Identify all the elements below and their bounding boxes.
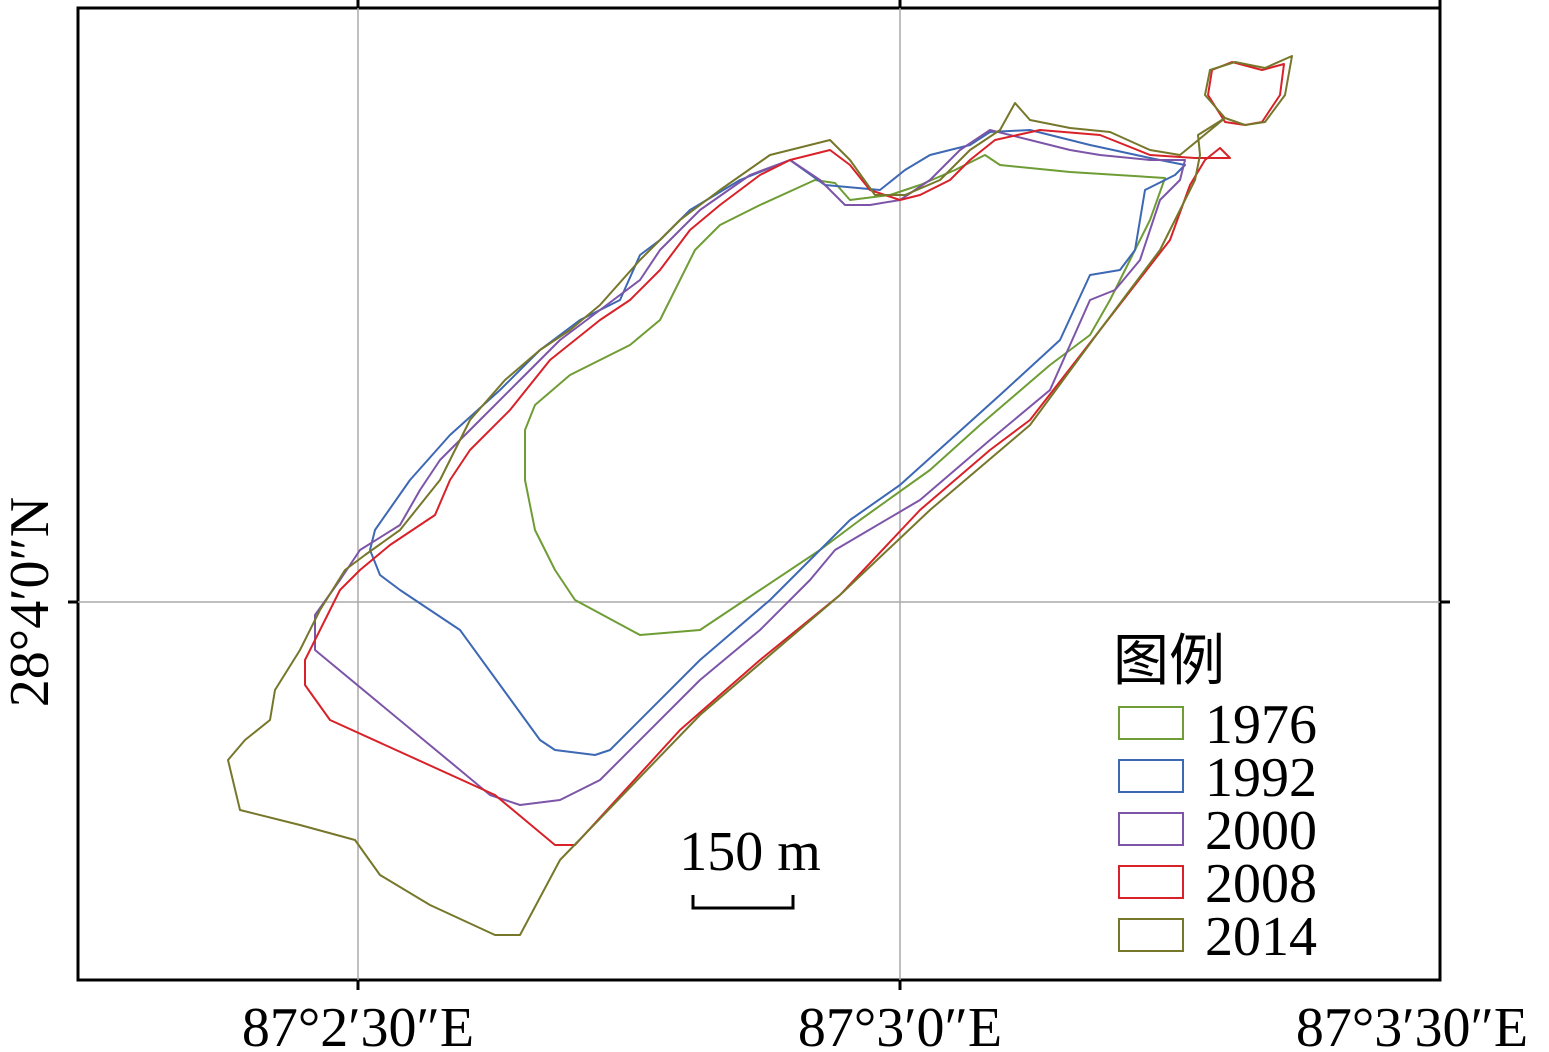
legend-swatch: [1118, 759, 1184, 793]
lake-outline: [227, 55, 1293, 936]
scale-bar: [691, 895, 795, 910]
x-label: 87°3′0″E: [798, 997, 1002, 1052]
frame-ticks: [68, 0, 1450, 990]
y-label: 28°4′0″N: [0, 497, 61, 707]
legend-swatch: [1118, 812, 1184, 846]
legend-swatch: [1118, 865, 1184, 899]
lake-outline: [524, 154, 1166, 636]
legend-swatch: [1118, 918, 1184, 952]
legend-label: 1992: [1205, 747, 1317, 809]
legend-label: 2000: [1205, 800, 1317, 862]
legend-label: 2008: [1205, 853, 1317, 915]
legend-swatch: [1118, 706, 1184, 740]
x-label: 87°3′30″E: [1296, 997, 1528, 1052]
legend-title: 图例: [1113, 631, 1225, 693]
legend-label: 1976: [1205, 694, 1317, 756]
scale-label: 150 m: [679, 821, 821, 883]
map-frame: [76, 6, 1442, 982]
x-label: 87°2′30″E: [242, 997, 474, 1052]
lake-outline: [304, 61, 1285, 846]
legend-label: 2014: [1205, 906, 1317, 968]
lake-outline: [369, 129, 1186, 756]
